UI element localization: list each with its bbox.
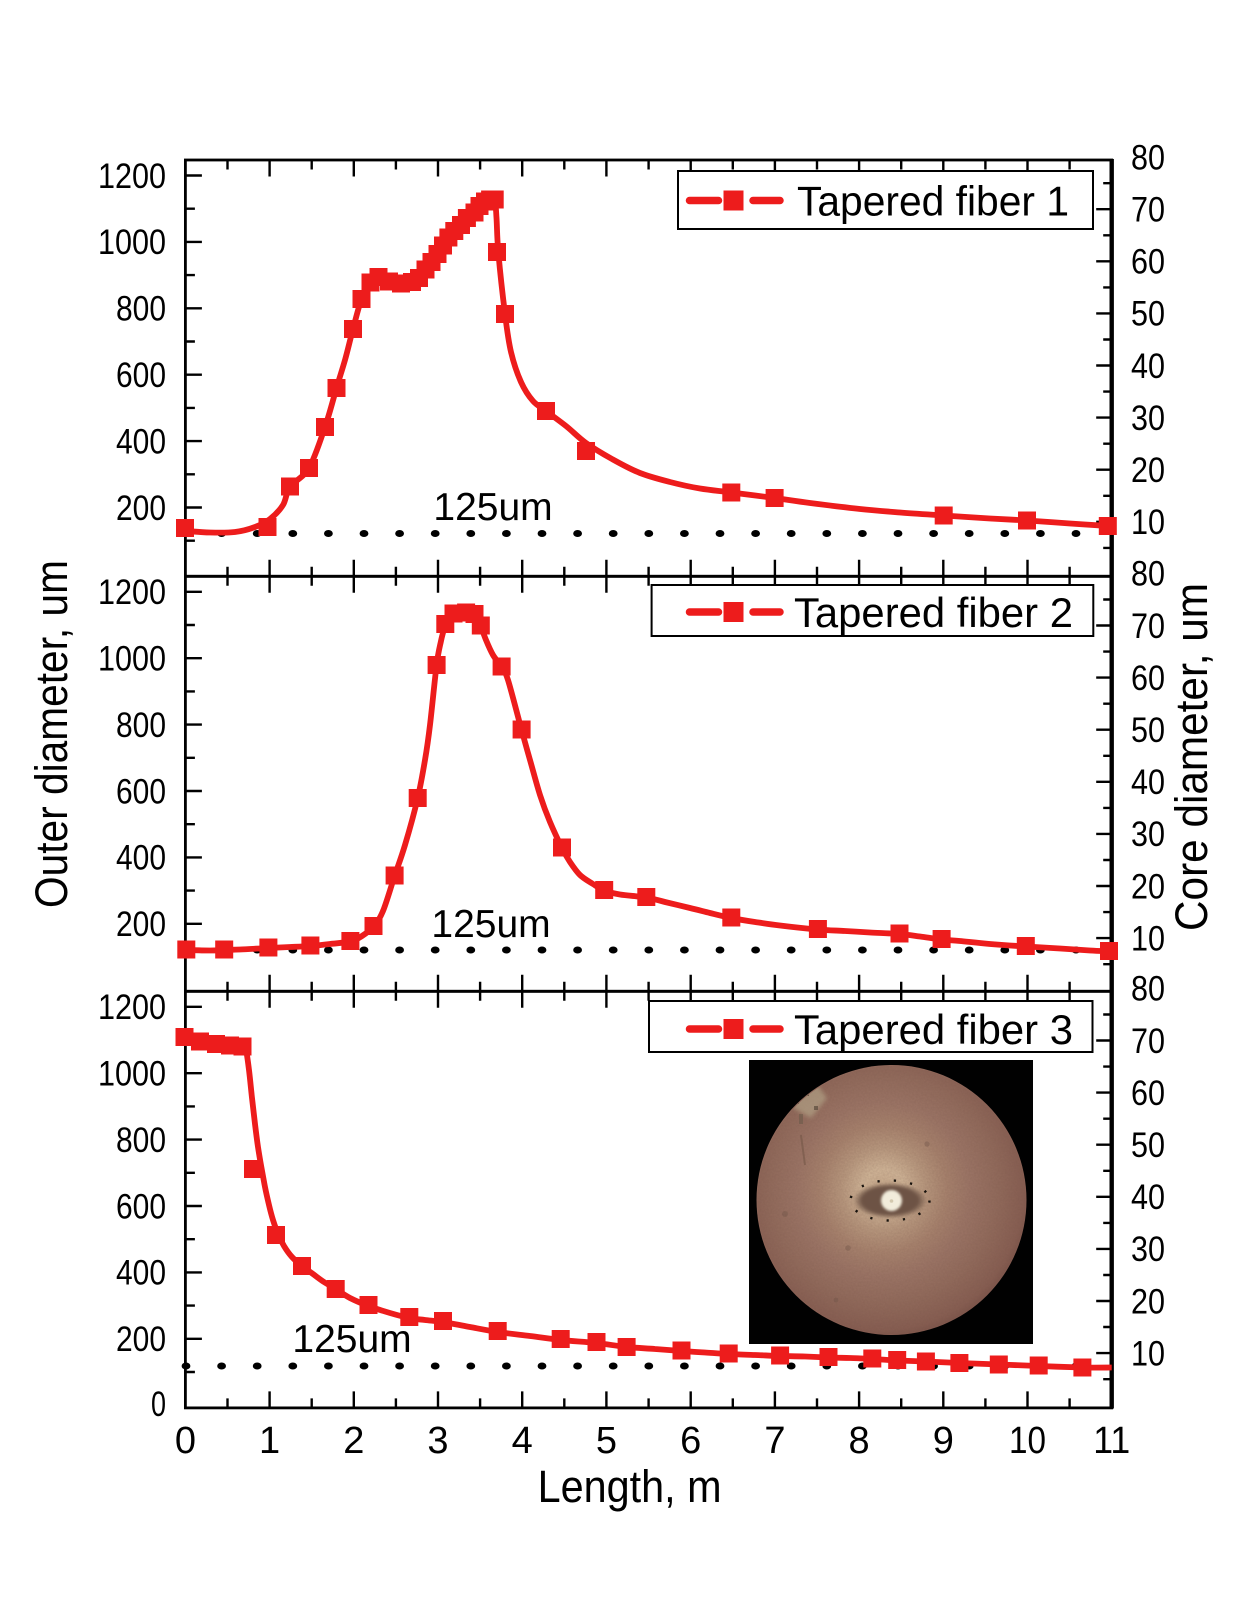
svg-text:125um: 125um [292,1318,411,1361]
svg-text:1200: 1200 [98,988,166,1027]
svg-text:1200: 1200 [98,573,166,612]
svg-text:60: 60 [1131,1074,1165,1113]
svg-text:10: 10 [1131,919,1165,958]
svg-text:3: 3 [427,1420,448,1462]
svg-text:Tapered fiber 3: Tapered fiber 3 [794,1006,1073,1053]
svg-text:Tapered fiber 1: Tapered fiber 1 [797,178,1069,225]
svg-text:50: 50 [1131,295,1165,334]
svg-text:11: 11 [1093,1420,1130,1462]
svg-text:50: 50 [1131,711,1165,750]
svg-text:40: 40 [1131,763,1165,802]
svg-text:30: 30 [1131,1230,1165,1269]
svg-text:200: 200 [116,1320,166,1359]
svg-text:800: 800 [116,706,166,745]
svg-text:0: 0 [175,1420,196,1462]
svg-text:1: 1 [259,1420,280,1462]
svg-text:20: 20 [1131,1282,1165,1321]
svg-text:Tapered fiber 2: Tapered fiber 2 [794,589,1073,636]
svg-text:0: 0 [151,1385,166,1424]
svg-text:400: 400 [116,839,166,878]
svg-text:600: 600 [116,356,166,395]
svg-text:40: 40 [1131,347,1165,386]
svg-text:70: 70 [1131,191,1165,230]
svg-text:20: 20 [1131,451,1165,490]
svg-text:200: 200 [116,905,166,944]
svg-text:8: 8 [849,1420,870,1462]
svg-text:Outer diameter, um: Outer diameter, um [26,560,77,908]
svg-text:80: 80 [1131,138,1165,177]
svg-text:50: 50 [1131,1126,1165,1165]
svg-text:600: 600 [116,772,166,811]
svg-text:600: 600 [116,1187,166,1226]
svg-text:9: 9 [933,1420,954,1462]
svg-text:10: 10 [1009,1420,1046,1462]
svg-text:Length, m: Length, m [538,1461,722,1512]
svg-text:60: 60 [1131,659,1165,698]
svg-text:Core diameter, um: Core diameter, um [1166,583,1217,931]
svg-text:800: 800 [116,1121,166,1160]
svg-text:1000: 1000 [98,1055,166,1094]
svg-text:80: 80 [1131,555,1165,594]
svg-text:1000: 1000 [98,223,166,262]
svg-text:40: 40 [1131,1178,1165,1217]
svg-text:30: 30 [1131,399,1165,438]
svg-text:10: 10 [1131,503,1165,542]
svg-text:30: 30 [1131,815,1165,854]
svg-text:400: 400 [116,422,166,461]
svg-text:1200: 1200 [98,157,166,196]
svg-text:6: 6 [680,1420,701,1462]
svg-text:60: 60 [1131,243,1165,282]
svg-text:200: 200 [116,489,166,528]
svg-text:125um: 125um [431,903,550,946]
svg-text:125um: 125um [433,486,552,529]
svg-text:7: 7 [764,1420,785,1462]
svg-text:80: 80 [1131,970,1165,1009]
svg-text:5: 5 [596,1420,617,1462]
svg-text:2: 2 [343,1420,364,1462]
svg-text:10: 10 [1131,1334,1165,1373]
svg-text:20: 20 [1131,867,1165,906]
svg-text:400: 400 [116,1254,166,1293]
svg-text:1000: 1000 [98,640,166,679]
svg-text:800: 800 [116,290,166,329]
svg-text:70: 70 [1131,1022,1165,1061]
svg-text:70: 70 [1131,607,1165,646]
svg-text:4: 4 [512,1420,533,1462]
